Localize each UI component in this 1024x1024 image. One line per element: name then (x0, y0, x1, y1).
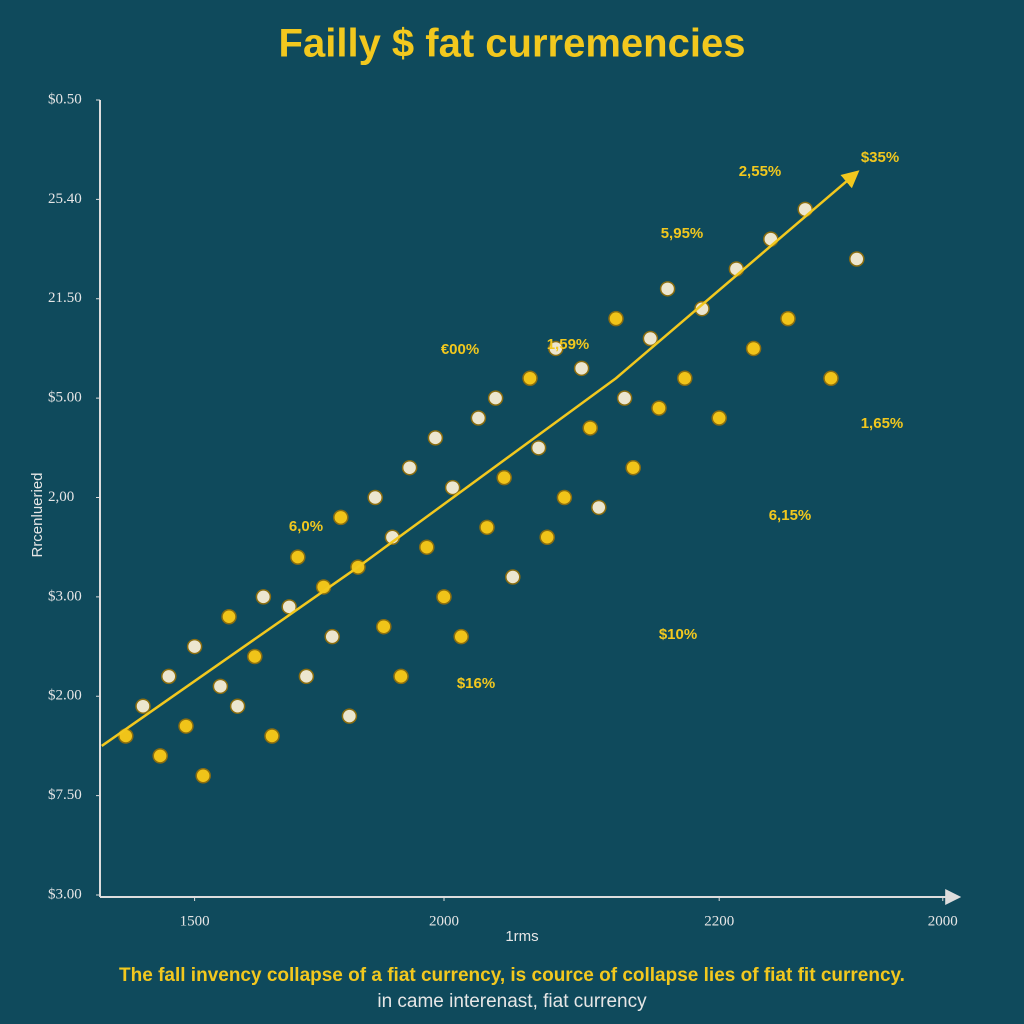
coin (436, 589, 452, 605)
coin (479, 519, 495, 536)
y-tick-label: $5.00 (48, 390, 82, 406)
annotation: $16% (457, 675, 495, 692)
coin (573, 360, 590, 377)
annotation: 6,0% (289, 518, 323, 535)
coin (625, 459, 641, 476)
coin (427, 430, 444, 446)
coin (530, 440, 547, 456)
coin (548, 340, 564, 357)
coin (221, 609, 237, 625)
coin (453, 628, 469, 645)
coin (152, 748, 168, 764)
y-tick-label: $0.50 (48, 91, 82, 107)
x-axis-label: 1rms (505, 928, 538, 945)
coin (797, 201, 813, 218)
coin (161, 668, 177, 685)
coin (444, 479, 461, 496)
y-tick-label: $3.00 (48, 588, 82, 604)
coin (324, 628, 340, 645)
coin (367, 489, 383, 506)
coin (212, 678, 229, 695)
coin (694, 300, 710, 317)
coin (419, 539, 435, 555)
coin (677, 370, 693, 386)
coin (229, 698, 246, 714)
chart-title: Failly $ fat curremencies (279, 22, 746, 66)
footer-text: in came interenast, fiat currency (377, 991, 647, 1012)
annotation: 5,95% (661, 225, 704, 242)
coin (135, 698, 151, 714)
coin (651, 400, 667, 416)
coin (849, 251, 865, 267)
coin (505, 569, 521, 585)
y-tick-label: $3.00 (48, 886, 82, 902)
coin (178, 718, 194, 734)
coin (487, 390, 504, 406)
annotation: 6,15% (769, 507, 812, 524)
coin (341, 708, 358, 724)
coin (298, 668, 315, 685)
coin (470, 410, 487, 426)
annotation: 1,65% (861, 415, 904, 432)
coin (264, 728, 280, 744)
coin (255, 589, 272, 605)
annotation: 2,55% (739, 163, 782, 180)
coin (591, 499, 607, 516)
coin (763, 231, 779, 247)
coin (186, 638, 203, 655)
coin (608, 310, 624, 327)
coin (539, 529, 555, 545)
x-tick-label: 2000 (928, 913, 958, 929)
coin (745, 340, 762, 357)
coin (393, 668, 409, 685)
coin (659, 281, 676, 297)
coin (616, 390, 633, 406)
coin (496, 469, 512, 486)
annotation: $10% (659, 626, 697, 643)
y-tick-label: 2,00 (48, 489, 74, 505)
annotation: $35% (861, 149, 899, 166)
x-tick-label: 1500 (180, 913, 210, 929)
coin (711, 410, 727, 426)
coin (582, 420, 598, 436)
y-tick-label: $2.00 (48, 688, 82, 704)
coin (333, 509, 349, 526)
coin (556, 489, 573, 506)
y-tick-label: $7.50 (48, 787, 82, 803)
x-tick-label: 2200 (704, 913, 734, 929)
coin (376, 618, 392, 635)
coin (522, 370, 538, 386)
coin (247, 648, 263, 665)
footer-text: The fall invency collapse of a fiat curr… (119, 965, 905, 986)
coin (401, 459, 418, 476)
y-axis-label: Rrcenlueried (29, 472, 46, 557)
trend-line (101, 170, 860, 747)
y-tick-label: 21.50 (48, 290, 82, 306)
coin (780, 310, 796, 327)
coin (290, 549, 306, 565)
annotation: €00% (441, 341, 479, 358)
coin (823, 370, 839, 386)
x-tick-label: 2000 (429, 913, 459, 929)
coin (642, 330, 659, 347)
coin (195, 768, 211, 784)
annotation: 1,59% (547, 336, 590, 353)
y-tick-label: 25.40 (48, 191, 82, 207)
